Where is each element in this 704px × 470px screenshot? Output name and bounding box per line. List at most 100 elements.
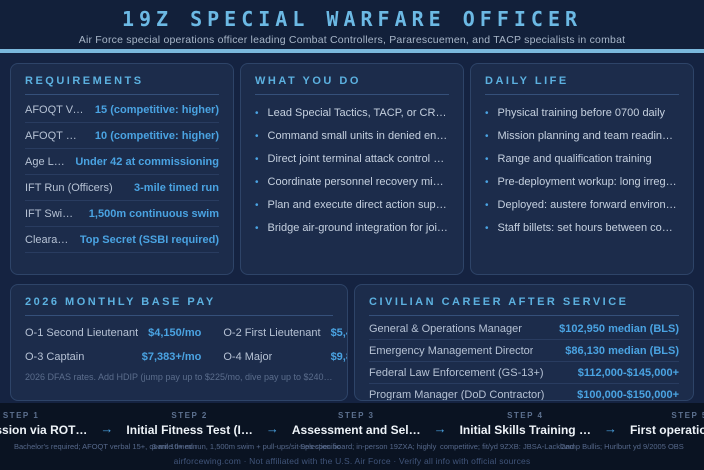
career-label: Emergency Management Director bbox=[369, 344, 534, 357]
step-description: competitive; fit/yd 9ZXB: JBSA-Lackland bbox=[440, 442, 575, 451]
pay-amount: $7,383+/mo bbox=[141, 351, 202, 363]
career-row: General & Operations Manager $102,950 me… bbox=[369, 318, 679, 340]
step-title: Initial Fitness Test (I… bbox=[126, 423, 253, 437]
requirement-label: IFT Run (Officers) bbox=[25, 181, 113, 194]
list-item-text: Bridge air-ground integration for joint … bbox=[267, 221, 449, 234]
timeline-step: STEP 1 Commission via ROT… bbox=[0, 411, 87, 437]
pay-rank: O-4 Major bbox=[223, 351, 273, 363]
requirement-row: Clearance Top Secret (SSBI required) bbox=[25, 227, 219, 253]
pay-row: O-2 First Lieutenant $5,446+/mo bbox=[223, 321, 347, 345]
pay-amount: $5,446+/mo bbox=[330, 327, 347, 339]
list-item-text: Direct joint terminal attack control ops bbox=[267, 152, 449, 165]
step-number: STEP 5 bbox=[671, 411, 704, 420]
list-item-text: Deployed: austere forward environments bbox=[497, 198, 679, 211]
requirements-card: REQUIREMENTS AFOQT Verbal Min 15 (compet… bbox=[10, 63, 234, 275]
main-content: REQUIREMENTS AFOQT Verbal Min 15 (compet… bbox=[0, 53, 704, 401]
arrow-right-icon: → bbox=[265, 421, 279, 436]
card-divider bbox=[255, 94, 449, 95]
list-item: • Staff billets: set hours between comma… bbox=[485, 216, 679, 239]
career-salary: $102,950 median (BLS) bbox=[559, 322, 679, 335]
list-item-text: Lead Special Tactics, TACP, or CRO teams bbox=[267, 106, 449, 119]
page-subtitle: Air Force special operations officer lea… bbox=[78, 34, 626, 46]
list-item: • Deployed: austere forward environments bbox=[485, 193, 679, 216]
career-path-timeline: STEP 1 Commission via ROT… → STEP 2 Init… bbox=[0, 403, 704, 470]
requirement-label: AFOQT Verbal Min bbox=[25, 103, 85, 116]
requirement-row: AFOQT Quant Min 10 (competitive: higher) bbox=[25, 123, 219, 149]
pay-rank: O-3 Captain bbox=[25, 351, 85, 363]
accent-divider bbox=[0, 49, 704, 53]
bullet-icon: • bbox=[255, 153, 259, 165]
list-item-text: Mission planning and team readiness bbox=[497, 129, 679, 142]
card-divider bbox=[25, 315, 333, 316]
bullet-icon: • bbox=[485, 199, 489, 211]
list-item: • Plan and execute direct action support bbox=[255, 193, 449, 216]
list-item: • Pre-deployment workup: long irregular … bbox=[485, 170, 679, 193]
what-you-do-title: WHAT YOU DO bbox=[255, 75, 361, 87]
arrow-right-icon: → bbox=[100, 421, 114, 436]
requirement-row: Age Limit Under 42 at commissioning bbox=[25, 149, 219, 175]
career-label: Program Manager (DoD Contractor) bbox=[369, 388, 545, 401]
list-item: • Coordinate personnel recovery missions bbox=[255, 170, 449, 193]
list-item: • Mission planning and team readiness bbox=[485, 124, 679, 147]
list-item-text: Command small units in denied environ… bbox=[267, 129, 449, 142]
career-label: Federal Law Enforcement (GS-13+) bbox=[369, 366, 544, 379]
daily-life-title: DAILY LIFE bbox=[485, 75, 569, 87]
step-description: Bachelor's required; AFOQT verbal 15+, q… bbox=[14, 442, 198, 451]
civilian-career-title: CIVILIAN CAREER AFTER SERVICE bbox=[369, 296, 629, 308]
requirements-title: REQUIREMENTS bbox=[25, 75, 144, 87]
bullet-icon: • bbox=[485, 222, 489, 234]
page-title: 19Z SPECIAL WARFARE OFFICER bbox=[121, 7, 583, 31]
page-header: 19Z SPECIAL WARFARE OFFICER Air Force sp… bbox=[0, 0, 704, 49]
requirement-row: IFT Run (Officers) 3-mile timed run bbox=[25, 175, 219, 201]
pay-row: O-3 Captain $7,383+/mo bbox=[25, 345, 201, 369]
career-row: Emergency Management Director $86,130 me… bbox=[369, 340, 679, 362]
card-divider bbox=[485, 94, 679, 95]
requirement-label: AFOQT Quant Min bbox=[25, 129, 85, 142]
list-item-text: Plan and execute direct action support bbox=[267, 198, 449, 211]
base-pay-title: 2026 MONTHLY BASE PAY bbox=[25, 296, 216, 308]
arrow-right-icon: → bbox=[603, 421, 617, 436]
step-title: First operational unit bbox=[629, 423, 704, 437]
timeline-step: STEP 4 Initial Skills Training … bbox=[460, 411, 591, 437]
list-item: • Direct joint terminal attack control o… bbox=[255, 147, 449, 170]
career-row: Federal Law Enforcement (GS-13+) $112,00… bbox=[369, 362, 679, 384]
list-item-text: Physical training before 0700 daily bbox=[497, 106, 666, 119]
bullet-icon: • bbox=[485, 176, 489, 188]
bullet-icon: • bbox=[255, 130, 259, 142]
pay-row: O-1 Second Lieutenant $4,150/mo bbox=[25, 321, 201, 345]
bullet-icon: • bbox=[255, 222, 259, 234]
list-item: • Bridge air-ground integration for join… bbox=[255, 216, 449, 239]
list-item-text: Staff billets: set hours between comman… bbox=[497, 221, 679, 234]
bullet-icon: • bbox=[485, 130, 489, 142]
timeline-step: STEP 2 Initial Fitness Test (I… bbox=[126, 411, 252, 437]
timeline-step: STEP 3 Assessment and Sel… bbox=[292, 411, 421, 437]
step-title: Initial Skills Training … bbox=[459, 423, 591, 437]
pay-rank: O-1 Second Lieutenant bbox=[25, 327, 139, 339]
bullet-icon: • bbox=[485, 107, 489, 119]
requirement-label: Age Limit bbox=[25, 155, 66, 168]
pay-amount: $9,888+/mo bbox=[330, 351, 347, 363]
arrow-right-icon: → bbox=[433, 421, 447, 436]
step-number: STEP 1 bbox=[2, 411, 40, 420]
list-item: • Command small units in denied environ… bbox=[255, 124, 449, 147]
requirement-value: 10 (competitive: higher) bbox=[94, 129, 219, 142]
bullet-icon: • bbox=[255, 107, 259, 119]
pay-amount: $4,150/mo bbox=[148, 327, 202, 339]
daily-life-card: DAILY LIFE • Physical training before 07… bbox=[470, 63, 694, 275]
what-you-do-card: WHAT YOU DO • Lead Special Tactics, TACP… bbox=[240, 63, 464, 275]
step-number: STEP 3 bbox=[338, 411, 375, 420]
step-title: Assessment and Sel… bbox=[291, 423, 421, 437]
requirement-label: Clearance bbox=[25, 233, 70, 246]
civilian-career-card: CIVILIAN CAREER AFTER SERVICE General & … bbox=[354, 284, 694, 401]
pay-row: O-4 Major $9,888+/mo bbox=[223, 345, 347, 369]
list-item-text: Pre-deployment workup: long irregular … bbox=[497, 175, 679, 188]
base-pay-card: 2026 MONTHLY BASE PAY O-1 Second Lieuten… bbox=[10, 284, 348, 401]
step-description: Selection board; in-person 19ZXA; highly bbox=[300, 442, 437, 451]
timeline-step: STEP 5 First operational unit bbox=[630, 411, 704, 437]
career-row: Program Manager (DoD Contractor) $100,00… bbox=[369, 384, 679, 401]
list-item: • Physical training before 0700 daily bbox=[485, 101, 679, 124]
card-divider bbox=[369, 315, 679, 316]
requirement-value: 1,500m continuous swim bbox=[88, 207, 219, 220]
career-label: General & Operations Manager bbox=[369, 322, 522, 335]
list-item-text: Range and qualification training bbox=[497, 152, 652, 165]
